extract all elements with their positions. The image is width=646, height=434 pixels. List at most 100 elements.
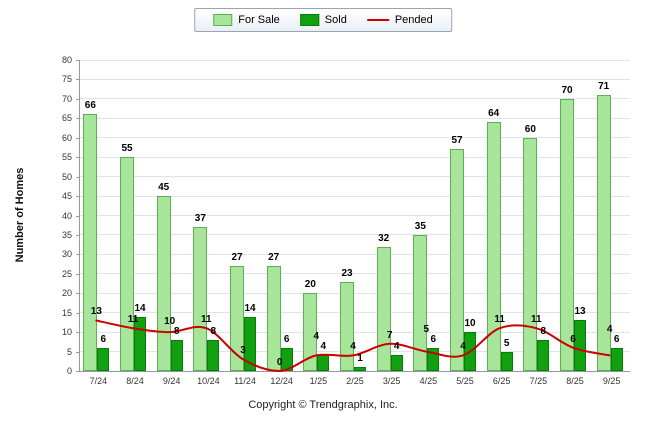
pended-value-label: 7	[386, 329, 393, 341]
sold-value-label: 6	[283, 333, 290, 345]
for-sale-value-label: 57	[451, 135, 463, 147]
for-sale-value-label: 70	[561, 84, 573, 96]
for-sale-bar	[156, 196, 171, 371]
for-sale-value-label: 27	[231, 252, 243, 264]
x-tick-label: 8/25	[566, 376, 584, 386]
for-sale-swatch-icon	[213, 14, 233, 26]
y-tick-label: 0	[66, 366, 72, 376]
for-sale-bar	[120, 157, 134, 371]
x-tick-label: 4/25	[419, 376, 438, 386]
pended-value-label: 6	[570, 333, 576, 345]
pended-value-label: 10	[164, 315, 176, 327]
legend-item-sold: Sold	[299, 14, 347, 26]
x-tick-label: 1/25	[309, 376, 328, 386]
for-sale-value-label: 66	[84, 100, 96, 112]
y-tick-mark	[76, 196, 80, 198]
x-tick-label: 7/25	[529, 376, 548, 386]
y-tick-mark	[76, 312, 80, 314]
y-tick-mark	[76, 293, 80, 295]
y-tick-mark	[76, 351, 80, 353]
y-tick-label: 10	[61, 327, 72, 338]
y-tick-mark	[76, 98, 80, 100]
sold-swatch-icon	[299, 14, 319, 26]
y-tick-label: 20	[61, 288, 72, 299]
for-sale-value-label: 20	[304, 279, 316, 291]
for-sale-value-label: 45	[158, 182, 170, 194]
y-tick-mark	[76, 137, 80, 139]
gridline	[80, 117, 630, 119]
gridline	[80, 156, 630, 158]
for-sale-bar	[83, 114, 98, 371]
x-axis-line	[79, 371, 630, 372]
x-tick-label: 10/24	[197, 376, 220, 386]
sold-value-label: 6	[613, 333, 620, 345]
legend-item-pended: Pended	[366, 14, 433, 26]
pended-value-label: 4	[313, 331, 320, 343]
pended-value-label: 11	[201, 314, 212, 326]
sold-value-label: 4	[320, 341, 327, 353]
y-tick-label: 25	[61, 268, 72, 279]
gridline	[80, 292, 630, 294]
x-tick-label: 5/25	[456, 376, 474, 386]
y-tick-label: 5	[66, 346, 72, 357]
x-tick-label: 2/25	[346, 376, 364, 386]
y-tick-mark	[76, 60, 80, 61]
y-tick-label: 50	[61, 171, 72, 182]
sold-value-label: 8	[173, 325, 180, 337]
legend-label-sold: Sold	[324, 14, 347, 26]
y-tick-label: 35	[61, 229, 72, 240]
y-tick-mark	[76, 157, 80, 159]
y-tick-label: 45	[61, 191, 72, 202]
y-tick-mark	[76, 118, 80, 120]
copyright-text: Copyright © Trendgraphix, Inc.	[248, 399, 398, 411]
y-tick-mark	[76, 79, 80, 81]
pended-value-label: 11	[494, 314, 505, 326]
sold-bar	[390, 355, 403, 371]
sold-bar	[317, 355, 330, 371]
x-tick-label: 3/25	[382, 376, 401, 386]
y-tick-label: 40	[61, 210, 72, 221]
sold-value-label: 14	[244, 302, 256, 314]
pended-value-label: 5	[423, 323, 430, 335]
sold-bar	[207, 339, 220, 371]
for-sale-value-label: 64	[488, 108, 500, 120]
y-tick-label: 70	[61, 93, 72, 104]
gridline	[80, 234, 630, 236]
sold-value-label: 5	[503, 337, 510, 349]
x-tick-label: 12/24	[270, 376, 293, 386]
gridline	[80, 98, 630, 100]
gridline	[80, 137, 630, 139]
sold-value-label: 4	[393, 341, 400, 353]
sold-bar	[500, 351, 513, 371]
x-tick-label: 7/24	[89, 376, 108, 386]
gridline	[80, 195, 630, 197]
sold-bar	[170, 339, 183, 371]
gridline	[80, 273, 630, 275]
gridline	[80, 176, 630, 178]
x-tick-label: 8/24	[126, 376, 144, 386]
y-tick-label: 80	[61, 55, 72, 65]
sold-value-label: 6	[430, 333, 437, 345]
x-tick-label: 9/25	[602, 376, 621, 386]
sold-bar	[610, 347, 623, 371]
x-tick-label: 11/24	[234, 376, 256, 386]
gridline	[80, 312, 630, 314]
y-tick-mark	[76, 332, 80, 334]
sold-value-label: 6	[100, 333, 107, 345]
for-sale-value-label: 23	[341, 267, 353, 279]
y-tick-mark	[76, 176, 80, 178]
legend: For Sale Sold Pended	[194, 8, 452, 32]
sold-bar	[244, 316, 256, 371]
x-tick-label: 6/25	[492, 376, 511, 386]
y-tick-label: 75	[61, 74, 72, 85]
y-tick-label: 55	[61, 152, 72, 163]
gridline	[80, 253, 630, 255]
legend-item-for-sale: For Sale	[213, 14, 280, 26]
pended-value-label: 11	[127, 314, 139, 326]
y-tick-mark	[76, 215, 80, 217]
legend-label-pended: Pended	[394, 14, 433, 26]
for-sale-bar	[413, 234, 428, 371]
for-sale-bar	[266, 266, 281, 371]
for-sale-bar	[193, 227, 208, 371]
y-tick-mark	[76, 371, 80, 372]
